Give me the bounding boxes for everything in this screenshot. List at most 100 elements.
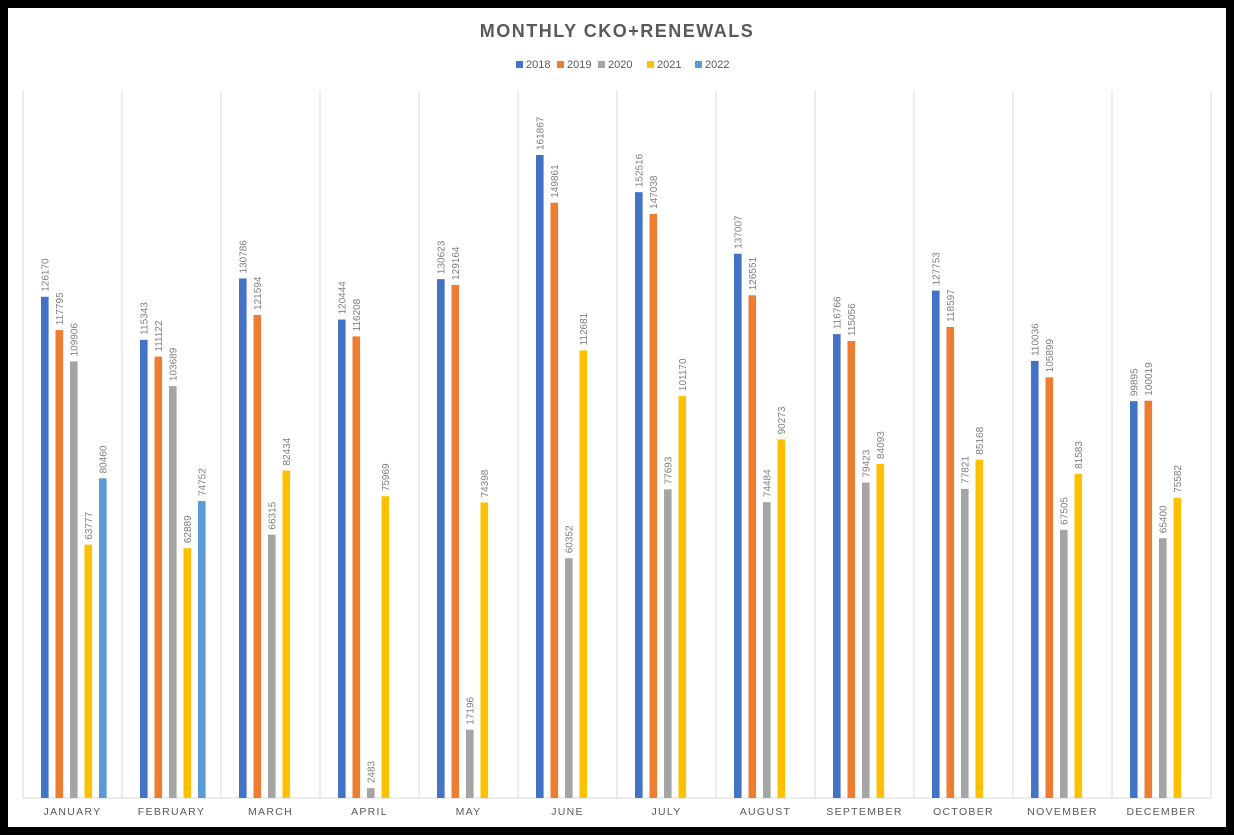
data-label-december-2021: 75582 — [1173, 465, 1184, 493]
data-label-october-2019: 118597 — [946, 289, 957, 322]
x-tick-january: JANUARY — [44, 806, 102, 818]
bar-july-2021 — [678, 396, 687, 798]
data-label-december-2020: 65400 — [1158, 505, 1169, 533]
legend-label-2022: 2022 — [705, 59, 729, 71]
data-label-may-2021: 74398 — [480, 469, 491, 497]
bar-february-2020 — [169, 386, 177, 798]
data-label-june-2019: 149861 — [550, 164, 561, 198]
legend: 2018 2019 2020 2021 2022 — [516, 59, 729, 71]
x-tick-october: OCTOBER — [933, 806, 994, 818]
legend-swatch-2018 — [516, 61, 523, 68]
bar-september-2021 — [876, 463, 885, 798]
bar-december-2021 — [1173, 497, 1182, 798]
x-tick-may: MAY — [456, 806, 482, 818]
data-label-january-2019: 117795 — [55, 292, 66, 325]
data-label-july-2018: 152516 — [634, 153, 645, 187]
bar-december-2018 — [1130, 401, 1138, 798]
x-tick-november: NOVEMBER — [1027, 806, 1098, 818]
bar-november-2019 — [1045, 377, 1054, 798]
bars — [41, 155, 1182, 799]
data-label-september-2021: 84093 — [876, 431, 887, 459]
data-label-october-2018: 127753 — [931, 252, 942, 286]
data-label-june-2021: 112681 — [579, 312, 590, 345]
data-label-october-2021: 85168 — [975, 426, 986, 454]
bar-march-2021 — [282, 470, 291, 798]
bar-august-2018 — [734, 253, 742, 798]
bar-january-2019 — [55, 330, 64, 798]
bar-august-2021 — [777, 439, 786, 798]
data-label-april-2021: 75969 — [381, 463, 392, 491]
data-label-june-2020: 60352 — [564, 525, 575, 553]
bar-june-2021 — [579, 350, 588, 798]
x-tick-august: AUGUST — [740, 806, 792, 818]
data-label-september-2019: 115056 — [847, 303, 858, 336]
x-tick-march: MARCH — [248, 806, 293, 818]
data-label-february-2019: 111122 — [154, 320, 165, 352]
legend-swatch-2022 — [695, 61, 702, 68]
bar-december-2019 — [1144, 400, 1153, 798]
data-label-january-2020: 109906 — [69, 323, 80, 357]
bar-november-2018 — [1031, 360, 1039, 798]
x-tick-july: JULY — [651, 806, 681, 818]
bar-march-2020 — [268, 534, 276, 798]
bar-september-2018 — [833, 334, 841, 798]
x-tick-june: JUNE — [551, 806, 584, 818]
bar-august-2020 — [763, 502, 771, 798]
bar-february-2022 — [198, 501, 206, 798]
chart-title: MONTHLY CKO+RENEWALS — [480, 21, 755, 41]
x-axis-ticks: JANUARY FEBRUARY MARCH APRIL MAY JUNE JULY AUGU… — [44, 806, 1197, 818]
data-label-july-2019: 147038 — [649, 175, 660, 209]
bar-february-2021 — [183, 548, 192, 798]
legend-label-2020: 2020 — [608, 59, 632, 71]
data-label-december-2019: 100019 — [1144, 362, 1155, 396]
legend-label-2018: 2018 — [526, 59, 550, 71]
data-label-august-2021: 90273 — [777, 406, 788, 434]
x-tick-april: APRIL — [351, 806, 388, 818]
x-tick-september: SEPTEMBER — [826, 806, 902, 818]
bar-october-2018 — [932, 290, 940, 798]
data-label-october-2020: 77821 — [960, 456, 971, 484]
data-label-november-2020: 67505 — [1059, 497, 1070, 525]
bar-july-2018 — [635, 192, 643, 799]
data-label-february-2018: 115343 — [139, 302, 150, 335]
data-label-january-2022: 80460 — [98, 445, 109, 473]
data-label-february-2021: 62889 — [183, 515, 194, 543]
bar-may-2020 — [466, 729, 474, 798]
bar-june-2020 — [565, 558, 573, 798]
bar-october-2019 — [946, 326, 955, 798]
legend-swatch-2019 — [557, 61, 564, 68]
data-label-september-2018: 116766 — [832, 296, 843, 329]
data-label-march-2021: 82434 — [282, 437, 293, 465]
data-label-march-2018: 130786 — [238, 240, 249, 274]
bar-may-2021 — [480, 502, 489, 798]
data-label-november-2019: 105899 — [1045, 339, 1056, 373]
bar-february-2018 — [140, 339, 148, 798]
data-label-august-2018: 137007 — [733, 215, 744, 249]
bar-september-2020 — [862, 482, 870, 798]
bar-april-2018 — [338, 319, 346, 798]
data-label-april-2018: 120444 — [337, 281, 348, 315]
bar-july-2020 — [664, 489, 672, 798]
data-label-may-2020: 17196 — [465, 696, 476, 724]
data-label-may-2019: 129164 — [451, 246, 462, 280]
bar-march-2019 — [253, 314, 262, 798]
bar-january-2022 — [99, 478, 107, 798]
x-tick-december: DECEMBER — [1127, 806, 1197, 818]
data-label-december-2018: 99895 — [1129, 368, 1140, 396]
chart-svg: MONTHLY CKO+RENEWALS 2018 2019 2020 2021 202… — [22, 21, 1212, 818]
bar-april-2020 — [367, 788, 375, 798]
bar-january-2021 — [84, 544, 93, 798]
data-label-january-2018: 126170 — [40, 258, 51, 292]
legend-label-2021: 2021 — [657, 59, 681, 71]
category-separators — [22, 91, 1212, 799]
data-label-april-2019: 116208 — [352, 298, 363, 331]
data-label-november-2018: 110036 — [1030, 323, 1041, 356]
data-label-february-2020: 103689 — [168, 347, 179, 381]
data-label-august-2019: 126551 — [748, 256, 759, 290]
bar-december-2020 — [1159, 538, 1167, 798]
data-label-april-2020: 2483 — [366, 760, 377, 783]
bar-july-2019 — [649, 213, 658, 798]
legend-label-2019: 2019 — [567, 59, 591, 71]
data-label-march-2020: 66315 — [267, 501, 278, 529]
